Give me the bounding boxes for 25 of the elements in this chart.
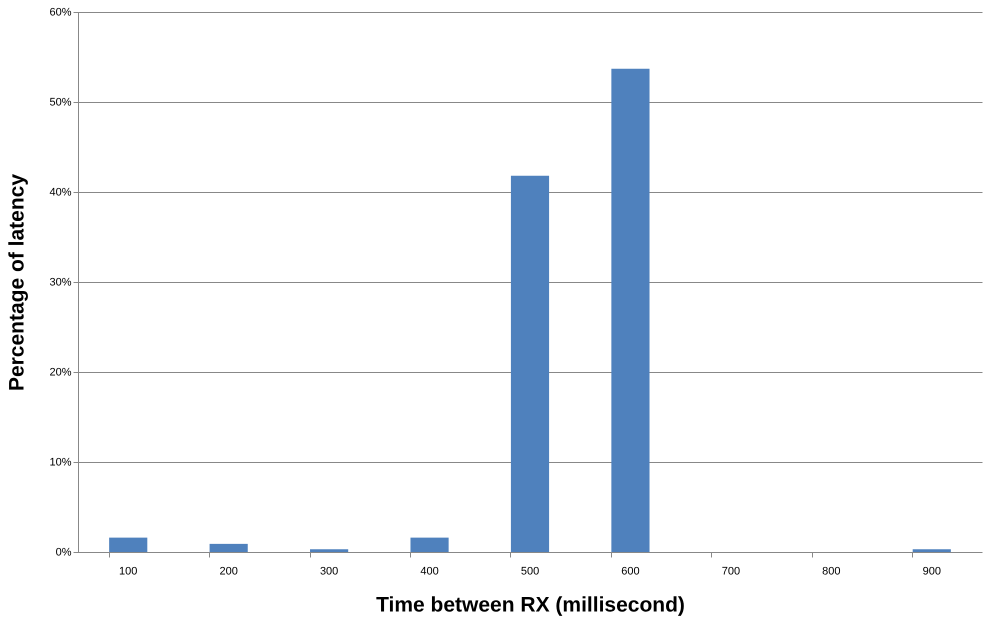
x-tick-label: 800 xyxy=(822,566,841,578)
bar xyxy=(410,538,449,552)
bar xyxy=(510,176,550,552)
y-tick-label: 30% xyxy=(49,276,72,288)
y-tick-label: 20% xyxy=(49,366,72,378)
x-tick-label: 200 xyxy=(219,566,238,578)
x-tick-label: 900 xyxy=(922,566,941,578)
x-tick-label: 100 xyxy=(119,566,138,578)
y-tick-label: 50% xyxy=(49,96,72,108)
y-tick-label: 60% xyxy=(49,6,72,18)
x-tick-label: 300 xyxy=(320,566,338,578)
x-tick-label: 600 xyxy=(621,566,640,578)
x-tick-label: 700 xyxy=(722,566,740,578)
x-tick-label: 500 xyxy=(520,566,540,578)
bar xyxy=(210,544,248,552)
bar xyxy=(611,68,650,552)
bar xyxy=(310,549,348,552)
bar xyxy=(912,549,951,552)
y-tick-label: 40% xyxy=(49,186,72,198)
x-axis-title: Time between RX (millisecond) xyxy=(376,594,685,616)
y-tick-label: 10% xyxy=(49,456,72,468)
y-axis-title: Percentage of latency xyxy=(5,174,28,392)
bar xyxy=(109,538,148,552)
x-tick-label: 400 xyxy=(420,566,439,578)
y-tick-label: 0% xyxy=(56,546,72,558)
